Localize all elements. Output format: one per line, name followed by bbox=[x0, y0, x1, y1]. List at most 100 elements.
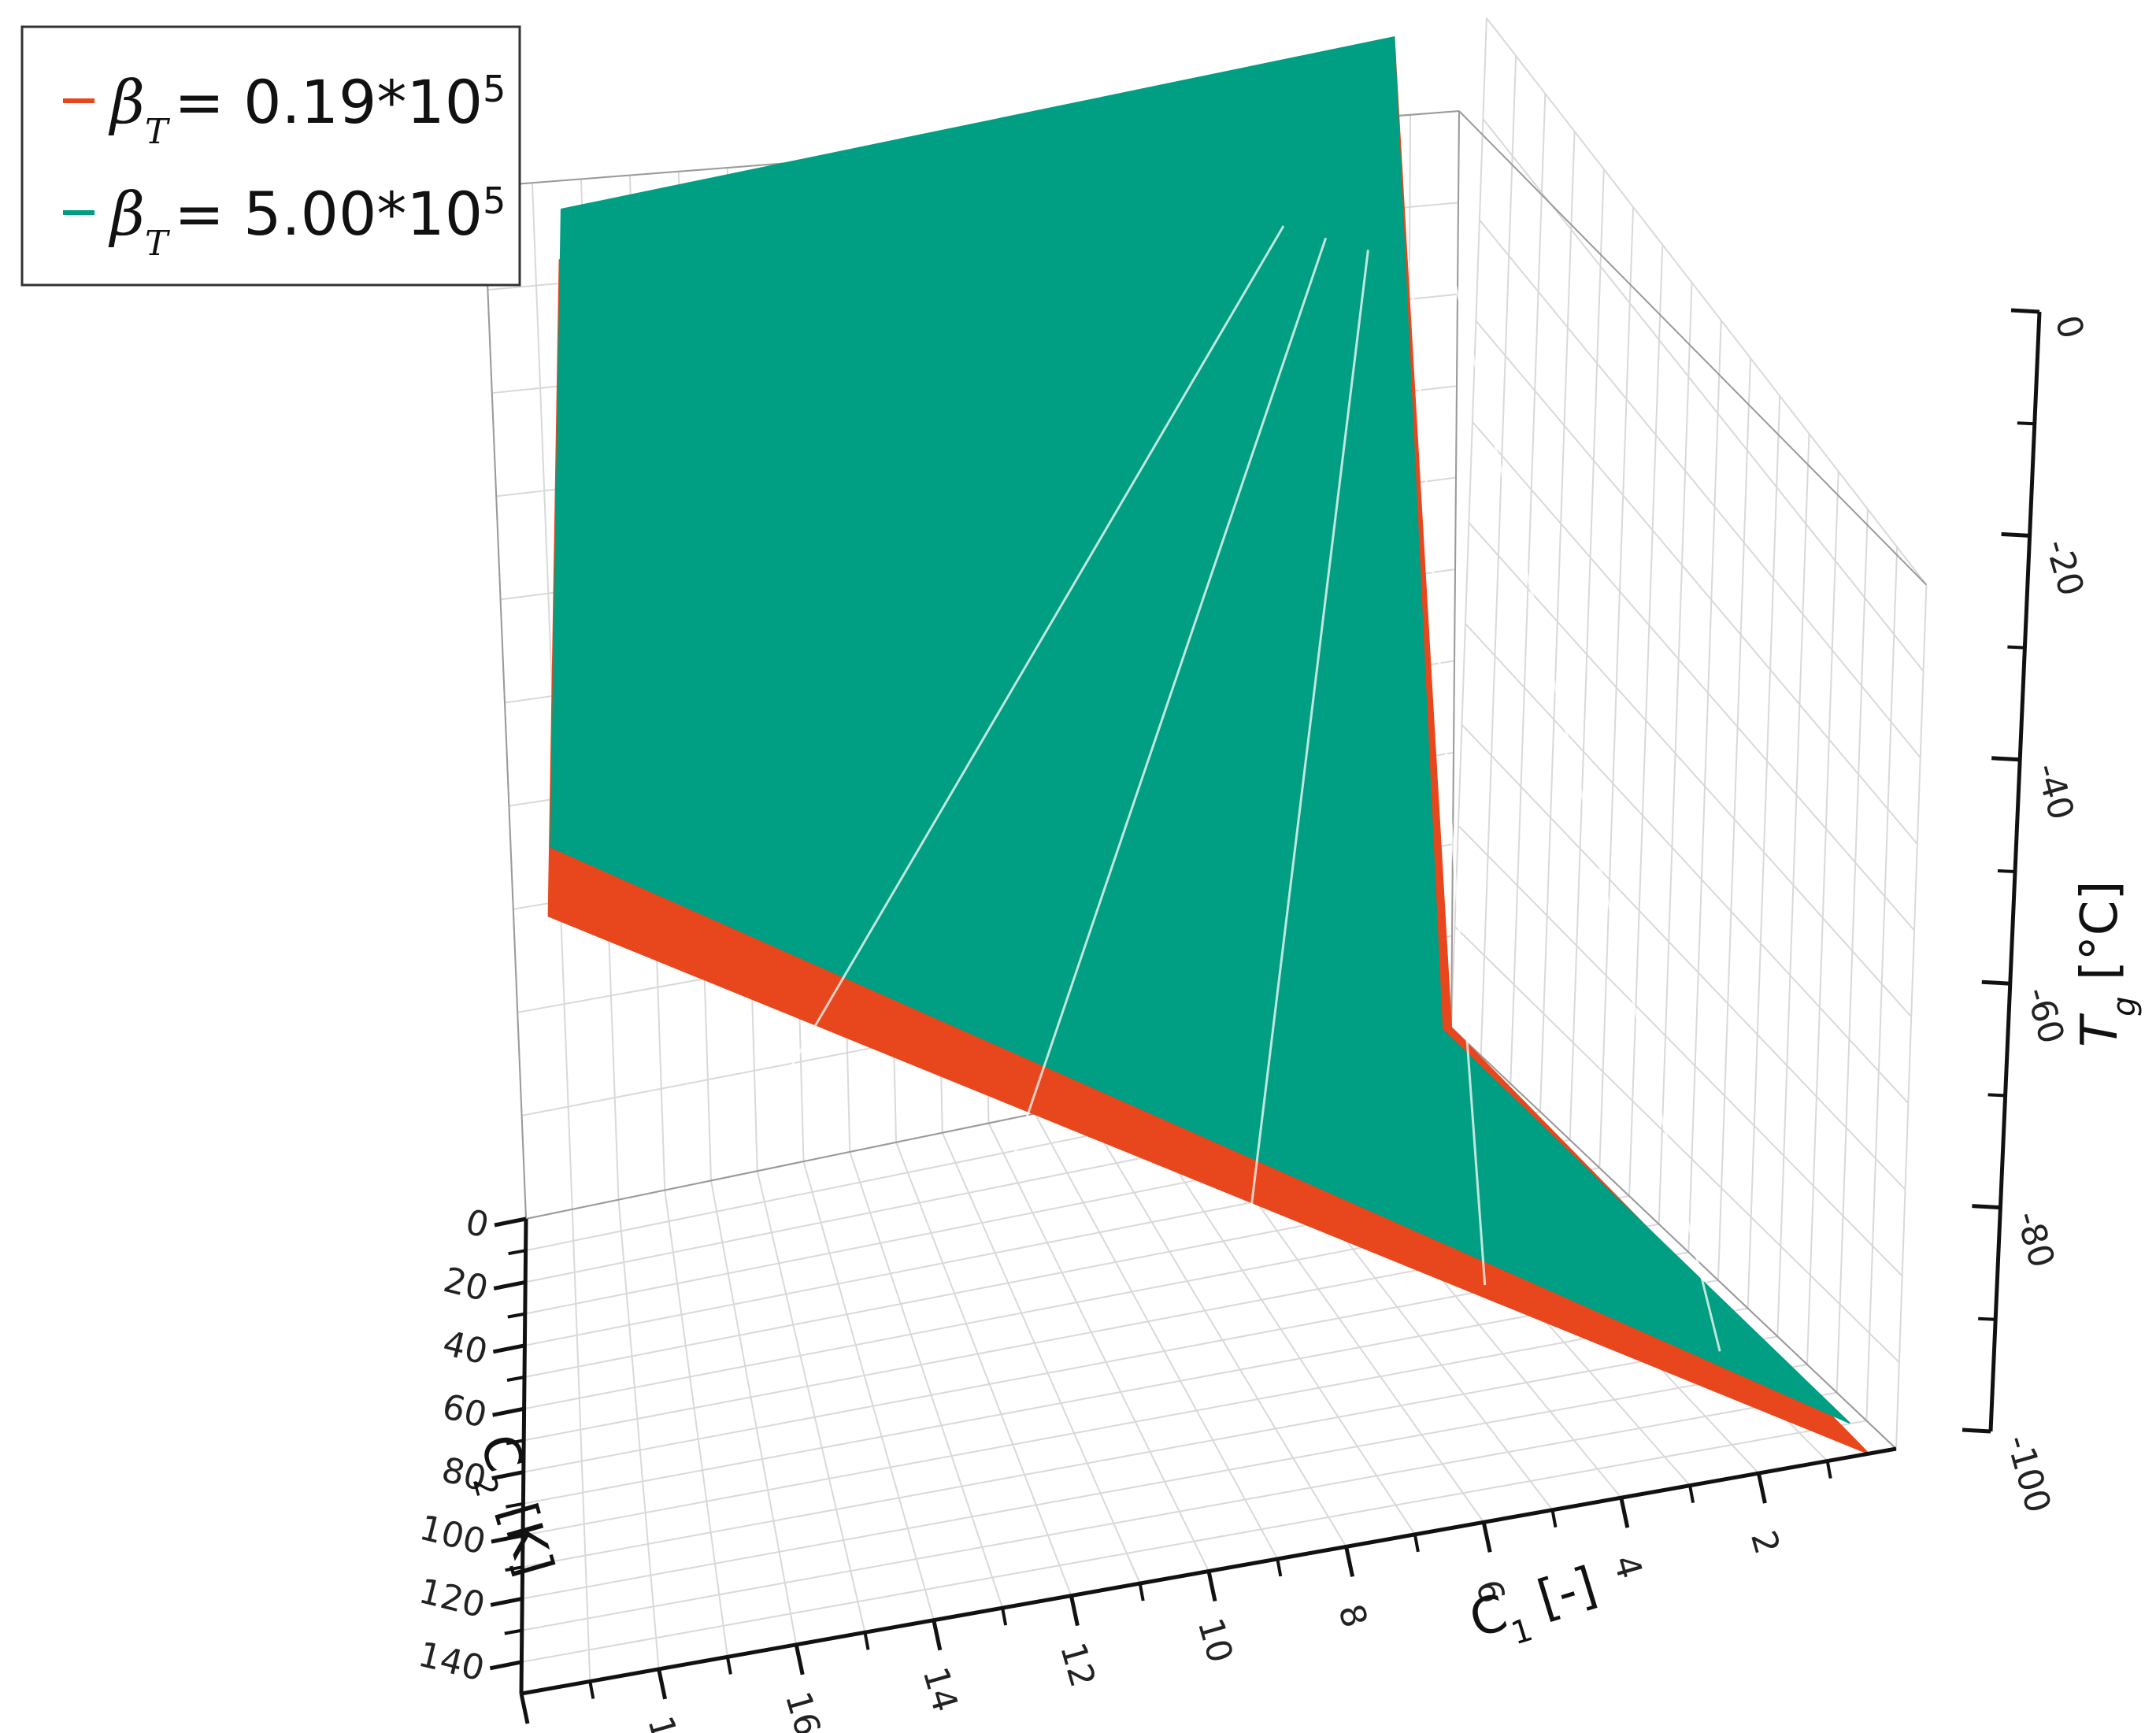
floor-grid-line-c1 bbox=[1034, 1113, 1279, 1560]
c2-axis-tick bbox=[491, 1533, 524, 1544]
c2-axis-minor-tick bbox=[507, 1312, 526, 1319]
floor-grid-line-c1 bbox=[895, 1142, 1072, 1596]
box-edge bbox=[483, 186, 527, 1220]
floor-grid-line-c1 bbox=[802, 1161, 935, 1620]
tg-axis-tick bbox=[2010, 308, 2040, 314]
floor-grid-line-c2 bbox=[521, 1420, 1867, 1663]
c2-axis-minor-tick bbox=[508, 1249, 526, 1256]
tg-tick-label: -40 bbox=[2028, 759, 2082, 824]
c1-axis-minor-tick bbox=[863, 1631, 870, 1650]
tg-axis-minor-tick bbox=[2007, 645, 2025, 650]
box-frame bbox=[483, 110, 1928, 1450]
c1-axis-tick bbox=[1756, 1472, 1767, 1504]
floor-grid-line-c1 bbox=[941, 1132, 1141, 1584]
right-wall-grid-line-z bbox=[1461, 724, 1906, 1191]
tg-axis-tick bbox=[2001, 531, 2030, 538]
c2-axis-tick bbox=[492, 1406, 525, 1417]
c1-tick-label: 10 bbox=[1190, 1614, 1240, 1668]
floor-grid-line-c1 bbox=[710, 1180, 798, 1645]
right-wall-grid-line-z bbox=[1472, 421, 1915, 931]
box-edge bbox=[1450, 110, 1460, 1028]
c2-tick-label: 0 bbox=[461, 1202, 493, 1246]
c2-tick-label: 60 bbox=[439, 1387, 491, 1436]
surface-mesh-line bbox=[1248, 250, 1369, 1220]
c2-axis-tick bbox=[492, 1343, 525, 1354]
tg-axis-tick bbox=[1972, 1204, 2001, 1210]
tg-axis-tick bbox=[1991, 756, 2021, 762]
surface-mesh-line bbox=[1409, 261, 1487, 1286]
legend-box bbox=[20, 25, 521, 287]
right-wall-grid-line bbox=[1450, 17, 1487, 1028]
c1-axis-minor-tick bbox=[1825, 1461, 1832, 1479]
y-axis-title: C2 [K] bbox=[455, 1428, 564, 1586]
c1-tick-label: 18 bbox=[639, 1712, 690, 1733]
floor-grid-line-c1 bbox=[1080, 1103, 1347, 1547]
floor-grid-line-c1 bbox=[849, 1151, 1004, 1609]
c1-tick-label: 4 bbox=[1605, 1551, 1650, 1583]
c1-axis-minor-tick bbox=[588, 1681, 595, 1699]
right-wall-grid-line-z bbox=[1458, 824, 1903, 1277]
floor-grid-line-c2 bbox=[522, 1364, 1808, 1600]
c1-axis-tick bbox=[1481, 1521, 1492, 1553]
tg-tick-label: -100 bbox=[1998, 1431, 2058, 1517]
c1-axis-tick bbox=[794, 1644, 805, 1676]
c1-tick-label: 16 bbox=[777, 1687, 828, 1733]
box-edge bbox=[1458, 110, 1928, 586]
floor-grid-line-c1 bbox=[987, 1123, 1210, 1572]
c1-axis-minor-tick bbox=[1688, 1485, 1695, 1504]
c2-axis-tick bbox=[491, 1470, 524, 1481]
floor-grid-line-c2 bbox=[522, 1307, 1748, 1536]
tg-axis-minor-tick bbox=[1987, 1093, 2006, 1098]
surface-mesh-line bbox=[1013, 237, 1328, 1153]
c1-axis-minor-tick bbox=[1276, 1558, 1283, 1577]
c2-axis-tick bbox=[489, 1660, 522, 1671]
c1-axis-tick bbox=[1069, 1595, 1080, 1627]
c2-axis-tick bbox=[493, 1279, 526, 1290]
c1-axis-tick bbox=[932, 1620, 943, 1651]
right-wall-grid-line-z bbox=[1475, 320, 1918, 845]
c2-axis-minor-tick bbox=[505, 1565, 523, 1572]
tg-axis-tick bbox=[1981, 979, 2010, 986]
tg-tick-label: -20 bbox=[2037, 535, 2091, 600]
c2-tick-label: 40 bbox=[439, 1323, 491, 1372]
right-wall-grid-line-z bbox=[1482, 118, 1924, 672]
tg-axis-tick bbox=[1962, 1428, 1991, 1434]
c2-tick-label: 20 bbox=[439, 1260, 492, 1309]
c1-axis-tick bbox=[657, 1668, 668, 1700]
c1-tick-label: 8 bbox=[1330, 1600, 1375, 1632]
c2-tick-label: 100 bbox=[416, 1508, 490, 1563]
c2-axis-minor-tick bbox=[506, 1439, 524, 1446]
c1-axis-minor-tick bbox=[1413, 1534, 1420, 1553]
tg-axis-minor-tick bbox=[2017, 421, 2035, 426]
c2-axis-minor-tick bbox=[504, 1628, 523, 1635]
surface-mesh-line bbox=[779, 225, 1285, 1087]
floor-grid-line-c1 bbox=[664, 1190, 728, 1657]
floor-grid-line-c2 bbox=[521, 1391, 1837, 1631]
c2-axis-tick bbox=[494, 1216, 527, 1228]
c2-axis-minor-tick bbox=[506, 1376, 525, 1382]
c1-axis-minor-tick bbox=[1001, 1607, 1008, 1626]
right-wall-grid-line-z bbox=[1454, 926, 1900, 1363]
c1-axis-minor-tick bbox=[725, 1656, 732, 1675]
legend-label-series-2: βT = 5.00*105 bbox=[108, 179, 506, 264]
tg-axis-minor-tick bbox=[1978, 1316, 1996, 1321]
right-wall-grid-line-z bbox=[1465, 623, 1910, 1104]
floor-grid-line-c2 bbox=[523, 1279, 1719, 1505]
box-edge bbox=[1450, 1027, 1897, 1450]
c2-axis-line bbox=[519, 1218, 528, 1694]
tg-axis-minor-tick bbox=[1997, 869, 2016, 873]
z-axis-title: Tg [°C] bbox=[2071, 881, 2143, 1047]
c1-axis-minor-tick bbox=[1550, 1509, 1558, 1528]
surface-layer bbox=[547, 36, 1870, 1455]
floor-grid-line-c1 bbox=[756, 1171, 866, 1633]
floor-grid-line-c2 bbox=[522, 1335, 1778, 1568]
c1-axis-tick bbox=[519, 1693, 530, 1724]
right-wall-grid-line-z bbox=[1486, 17, 1928, 586]
c2-axis-minor-tick bbox=[506, 1502, 524, 1509]
c2-tick-label: 120 bbox=[415, 1571, 489, 1626]
c2-tick-label: 140 bbox=[414, 1635, 488, 1690]
c1-axis-tick bbox=[1619, 1497, 1630, 1528]
tg-tick-label: -60 bbox=[2017, 983, 2072, 1048]
floor-grid-line-c1 bbox=[617, 1199, 660, 1669]
